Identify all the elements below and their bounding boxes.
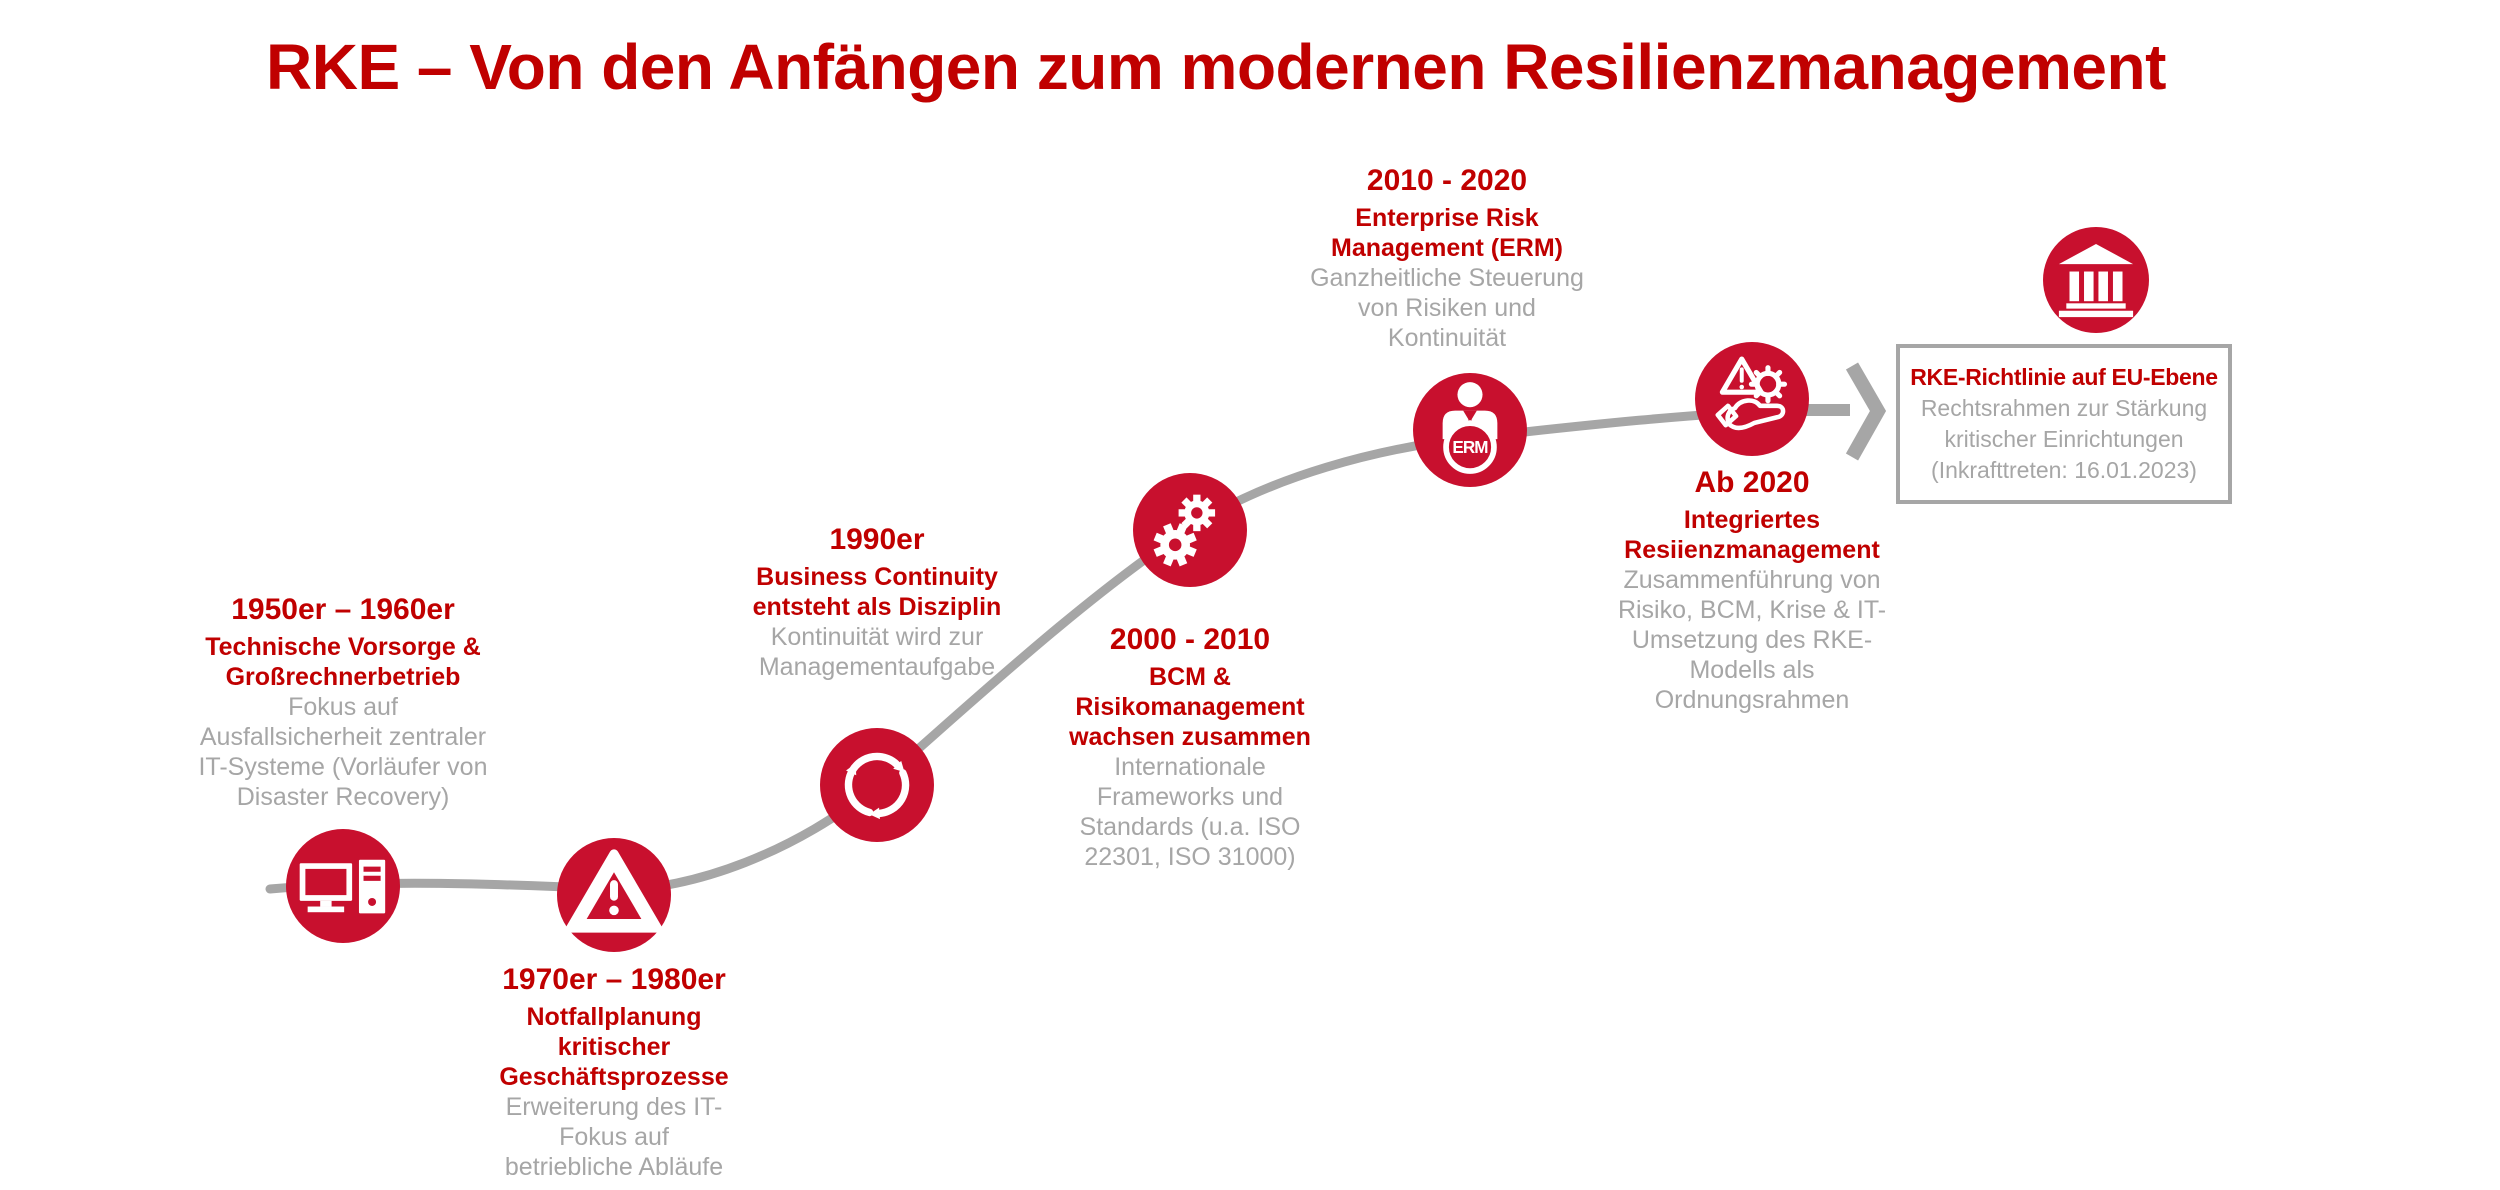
period-label: Ab 2020 [1694, 466, 1810, 499]
milestone-1950s: 1950er – 1960er Technische Vorsorge & Gr… [168, 592, 518, 812]
period-label: 1970er – 1980er [502, 963, 726, 996]
erm-badge-label: ERM [1452, 438, 1488, 457]
milestone-body: Erweiterung des IT- Fokus auf betrieblic… [504, 1093, 724, 1181]
period-label: 1990er [829, 523, 925, 556]
eu-directive-box: RKE-Richtlinie auf EU-Ebene Rechtsrahmen… [1896, 344, 2232, 504]
milestone-heading: BCM & Risikomanagement wachsen zusammen [1069, 663, 1311, 751]
period-label: 2010 - 2020 [1366, 164, 1528, 197]
arrow-icon [1845, 362, 1887, 461]
outcome-body: Rechtsrahmen zur Stärkung kritischer Ein… [1920, 395, 2208, 483]
milestone-body: Kontinuität wird zur Managementaufgabe [758, 623, 996, 681]
warning-triangle-icon [557, 838, 671, 952]
refresh-cycle-icon [820, 728, 934, 842]
milestone-heading: Technische Vorsorge & Großrechnerbetrieb [205, 633, 481, 691]
hand-gear-icon [1695, 342, 1809, 456]
outcome-heading: RKE-Richtlinie auf EU-Ebene [1910, 364, 2218, 390]
milestone-1990s: 1990er Business Continuity entsteht als … [702, 522, 1052, 682]
milestone-body: Internationale Frameworks und Standards … [1079, 753, 1301, 871]
erm-person-icon: ERM [1413, 373, 1527, 487]
milestone-heading: Notfallplanung kritischer Geschäftsproze… [499, 1003, 729, 1091]
period-label: 2000 - 2010 [1109, 623, 1271, 656]
milestone-heading: Enterprise Risk Management (ERM) [1331, 204, 1563, 262]
milestone-heading: Integriertes Resiienzmanagement [1624, 506, 1880, 564]
milestone-body: Ganzheitliche Steuerung von Risiken und … [1310, 264, 1584, 352]
gears-icon [1133, 473, 1247, 587]
desktop-computer-icon [286, 829, 400, 943]
milestone-1970s: 1970er – 1980er Notfallplanung kritische… [439, 962, 789, 1182]
milestone-2000s: 2000 - 2010 BCM & Risikomanagement wachs… [1015, 622, 1365, 872]
bank-icon [2043, 227, 2149, 333]
milestone-ab-2020: Ab 2020 Integriertes Resiienzmanagement … [1567, 465, 1937, 715]
milestone-body: Zusammenführung von Risiko, BCM, Krise &… [1617, 566, 1887, 714]
period-label: 1950er – 1960er [231, 593, 455, 626]
milestone-2010s: 2010 - 2020 Enterprise Risk Management (… [1262, 163, 1632, 353]
milestone-heading: Business Continuity entsteht als Diszipl… [752, 563, 1002, 621]
page-title: RKE – Von den Anfängen zum modernen Resi… [266, 31, 2166, 103]
milestone-body: Fokus auf Ausfallsicherheit zentraler IT… [198, 693, 488, 811]
